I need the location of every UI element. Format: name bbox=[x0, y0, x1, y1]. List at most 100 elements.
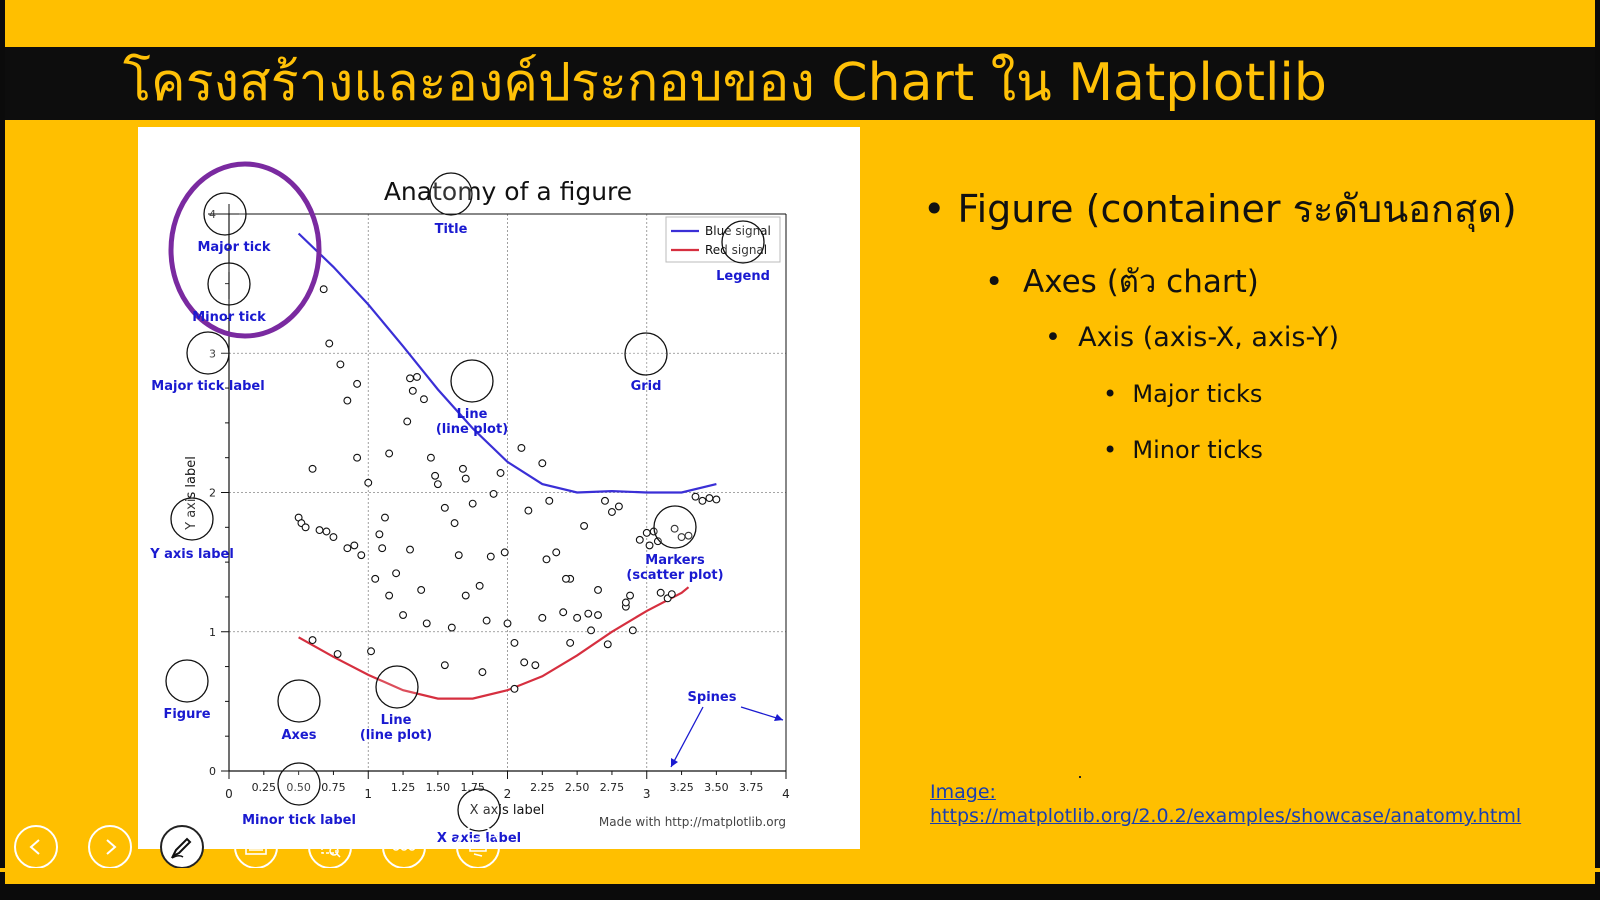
previous-slide-button[interactable] bbox=[14, 825, 58, 869]
slides-icon bbox=[245, 839, 267, 855]
x-minor-tick-label: 2.75 bbox=[600, 781, 625, 794]
scatter-marker bbox=[364, 478, 373, 487]
slides-view-button[interactable] bbox=[234, 825, 278, 869]
x-minor-tick-label: 2.50 bbox=[565, 781, 590, 794]
scatter-marker bbox=[343, 396, 352, 405]
scatter-marker bbox=[552, 548, 561, 557]
markers-circle bbox=[653, 505, 697, 549]
zoom-icon bbox=[321, 838, 341, 858]
annotation-label: Title bbox=[435, 222, 468, 237]
end-show-icon bbox=[469, 838, 487, 857]
figure-image: 0 1 2 3 4 0.25 0.50 0.75 1.25 1.50 1.75 2.25 2.50 2.7… bbox=[138, 127, 860, 849]
legend-blue-label: Blue signal bbox=[705, 224, 771, 238]
image-caption[interactable]: Image: https://matplotlib.org/2.0.2/exam… bbox=[930, 780, 1521, 828]
next-slide-button[interactable] bbox=[88, 825, 132, 869]
annotation-label: Line bbox=[457, 407, 488, 422]
x-minor-tick-label: 1.75 bbox=[460, 781, 485, 794]
scatter-marker bbox=[406, 545, 414, 554]
scatter-marker bbox=[510, 684, 519, 693]
scatter-marker bbox=[413, 372, 421, 381]
caption-label[interactable]: Image: bbox=[930, 781, 996, 803]
annotation-label: Spines bbox=[688, 690, 737, 705]
annotation-label: Figure bbox=[163, 707, 210, 722]
spines-arrowhead-right bbox=[774, 714, 783, 721]
figure-circle bbox=[165, 659, 209, 703]
scatter-marker bbox=[531, 661, 540, 670]
scatter-marker bbox=[562, 574, 570, 583]
scatter-marker bbox=[496, 469, 505, 477]
annotation-label: Major tick bbox=[197, 240, 270, 255]
scatter-marker bbox=[684, 531, 693, 540]
scatter-marker bbox=[301, 523, 310, 532]
scatter-marker bbox=[545, 496, 554, 505]
arrow-right-icon bbox=[106, 839, 117, 855]
scatter-marker bbox=[399, 611, 408, 619]
scatter-marker bbox=[417, 586, 426, 594]
scatter-marker bbox=[524, 506, 533, 515]
slide: โครงสร้างและองค์ประกอบของ Chart ใน Matpl… bbox=[5, 0, 1595, 884]
scatter-marker bbox=[458, 464, 467, 473]
scatter-marker bbox=[322, 527, 331, 536]
bullet-axis-text: Axis (axis-X, axis-Y) bbox=[1078, 322, 1340, 353]
bullet-figure-text: Figure (container ระดับนอกสุด) bbox=[957, 187, 1517, 231]
y-major-tick-label: 2 bbox=[209, 487, 216, 500]
scatter-marker bbox=[482, 616, 491, 625]
scatter-marker bbox=[705, 494, 714, 503]
credit-text: Made with http://matplotlib.org bbox=[599, 815, 786, 829]
scatter-marker bbox=[371, 574, 380, 583]
grid-circle bbox=[624, 332, 668, 376]
scatter-marker bbox=[626, 591, 634, 600]
scatter-marker bbox=[698, 496, 707, 505]
scatter-marker bbox=[308, 464, 317, 473]
red-signal-line bbox=[298, 586, 690, 700]
scatter-marker bbox=[319, 285, 328, 294]
more-options-button[interactable] bbox=[382, 825, 426, 869]
blue-signal-line bbox=[297, 232, 717, 494]
bullet-axes-text: Axes (ตัว chart) bbox=[1023, 264, 1259, 300]
legend-red-label: Red signal bbox=[705, 243, 767, 257]
scatter-marker bbox=[440, 661, 449, 670]
scatter-marker bbox=[503, 619, 512, 628]
scatter-marker bbox=[603, 640, 612, 649]
scatter-marker bbox=[447, 623, 456, 632]
annotation-label: (line plot) bbox=[360, 728, 432, 743]
line-plot-circle bbox=[450, 359, 494, 403]
y-label-circle bbox=[170, 497, 214, 541]
annotation-label: Minor tick bbox=[192, 310, 266, 325]
scatter-marker bbox=[406, 374, 414, 383]
slide-title: โครงสร้างและองค์ประกอบของ Chart ใน Matpl… bbox=[123, 53, 1327, 113]
scatter-marker bbox=[520, 658, 529, 667]
x-minor-tick-label: 0.50 bbox=[286, 781, 311, 794]
scatter-marker bbox=[461, 474, 470, 483]
highlight-ring bbox=[168, 161, 322, 339]
x-major-tick-label: 0 bbox=[225, 787, 233, 801]
scatter-marker bbox=[367, 647, 375, 656]
scatter-marker bbox=[691, 492, 700, 501]
scatter-marker bbox=[642, 528, 651, 537]
y-major-tick-label: 3 bbox=[209, 347, 216, 360]
scatter-marker bbox=[385, 449, 394, 458]
scatter-marker bbox=[500, 548, 509, 557]
x-minor-tick-label: 0.75 bbox=[321, 781, 346, 794]
scatter-marker bbox=[587, 626, 595, 635]
pen-tool-button[interactable] bbox=[160, 825, 204, 869]
bullet-figure: • Figure (container ระดับนอกสุด) bbox=[923, 187, 1517, 231]
annotation-label: Y axis label bbox=[149, 547, 234, 562]
annotation-label: Minor tick label bbox=[242, 813, 356, 828]
x-major-tick-label: 1 bbox=[364, 787, 372, 801]
title-circle bbox=[429, 172, 473, 216]
caption-link[interactable]: https://matplotlib.org/2.0.2/examples/sh… bbox=[930, 805, 1522, 827]
annotation-label: Line bbox=[381, 713, 412, 728]
scatter-marker bbox=[580, 521, 589, 530]
scatter-marker bbox=[315, 526, 324, 535]
scatter-marker bbox=[353, 379, 362, 388]
zoom-slide-button[interactable] bbox=[308, 825, 352, 869]
scatter-marker bbox=[601, 496, 609, 505]
spines-arrowhead-left bbox=[671, 758, 678, 767]
scatter-marker bbox=[607, 508, 616, 516]
scatter-marker bbox=[426, 453, 435, 462]
x-minor-tick-label: 1.50 bbox=[426, 781, 451, 794]
title-bar: โครงสร้างและองค์ประกอบของ Chart ใน Matpl… bbox=[5, 47, 1595, 120]
bullet-major-ticks-text: Major ticks bbox=[1132, 380, 1263, 408]
end-show-button[interactable] bbox=[456, 825, 500, 869]
